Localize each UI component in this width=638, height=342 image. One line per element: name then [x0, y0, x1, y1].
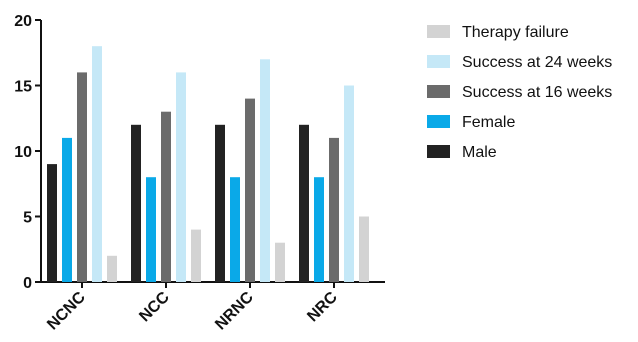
plot-area: 0 5 10 15 20 NCNC NCC NRNC NRC [14, 13, 385, 334]
legend-swatch-male [427, 145, 450, 158]
bar-male-nrnc [215, 124, 225, 282]
y-tick-label: 10 [14, 144, 32, 161]
bar-therapy-failure-nrc [359, 216, 369, 282]
x-category-label: NCC [136, 288, 173, 325]
x-category-label: NRNC [212, 288, 257, 333]
x-category-label: NRC [304, 288, 341, 325]
bar-success-at-24-weeks-nrnc [260, 59, 270, 282]
bar-success-at-16-weeks-ncnc [77, 72, 87, 283]
legend-label: Success at 16 weeks [462, 84, 612, 101]
bar-male-ncc [131, 124, 141, 282]
bar-success-at-16-weeks-nrc [329, 137, 339, 282]
x-category-label: NCNC [44, 288, 89, 333]
y-tick-label: 15 [14, 79, 32, 96]
y-tick-label: 0 [23, 275, 32, 292]
bar-success-at-24-weeks-ncnc [92, 46, 102, 283]
legend-swatch-therapy-failure [427, 25, 450, 38]
bar-female-ncnc [62, 137, 72, 282]
legend-label: Success at 24 weeks [462, 54, 612, 71]
legend-swatch-success-at-24-weeks [427, 55, 450, 68]
legend: Therapy failure Success at 24 weeks Succes… [427, 24, 612, 161]
bar-therapy-failure-nrnc [275, 242, 285, 282]
bar-success-at-16-weeks-nrnc [245, 98, 255, 282]
bar-success-at-24-weeks-nrc [344, 85, 354, 282]
bar-therapy-failure-ncc [191, 229, 201, 282]
bar-success-at-24-weeks-ncc [176, 72, 186, 283]
y-tick-label: 20 [14, 13, 32, 30]
bar-female-nrnc [230, 177, 240, 282]
legend-swatch-success-at-16-weeks [427, 85, 450, 98]
legend-label: Male [462, 144, 497, 161]
bar-success-at-16-weeks-ncc [161, 111, 171, 282]
bar-female-nrc [314, 177, 324, 282]
bar-female-ncc [146, 177, 156, 282]
legend-label: Female [462, 114, 515, 131]
bar-male-nrc [299, 124, 309, 282]
bar-male-ncnc [47, 164, 57, 282]
bar-therapy-failure-ncnc [107, 255, 117, 282]
y-tick-label: 5 [23, 210, 32, 227]
legend-label: Therapy failure [462, 24, 569, 41]
legend-swatch-female [427, 115, 450, 128]
